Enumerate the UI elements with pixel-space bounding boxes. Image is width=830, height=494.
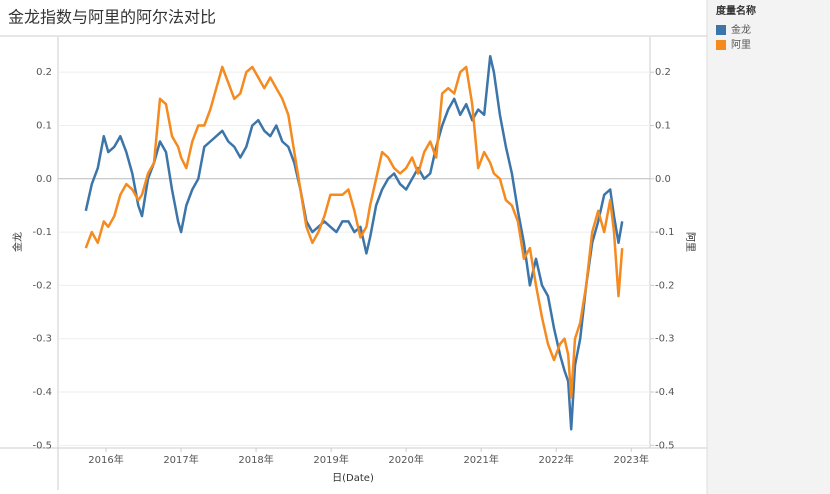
x-tick-label: 2019年 <box>313 453 348 466</box>
x-tick-label: 2022年 <box>538 453 573 466</box>
x-tick-label: 2017年 <box>163 453 198 466</box>
y-tick-label: -0.2 <box>32 280 52 291</box>
legend-swatch <box>716 25 726 35</box>
x-axis-title: 日(Date) <box>332 473 374 484</box>
x-tick-label: 2016年 <box>88 453 123 466</box>
y2-tick-label: -0.3 <box>655 334 675 345</box>
legend-label: 金龙 <box>731 23 751 36</box>
y-tick-label: -0.4 <box>32 387 52 398</box>
legend-swatch <box>716 40 726 50</box>
chart-title: 金龙指数与阿里的阿尔法对比 <box>8 8 216 27</box>
series-line <box>84 65 624 399</box>
y-tick-label: 0.1 <box>36 120 52 131</box>
y2-tick-label: -0.5 <box>655 440 675 451</box>
y-tick-label: -0.3 <box>32 334 52 345</box>
y2-tick-label: 0.0 <box>655 174 671 185</box>
y2-tick-label: 0.2 <box>655 67 671 78</box>
y2-tick-label: -0.2 <box>655 280 675 291</box>
x-tick-label: 2018年 <box>238 453 273 466</box>
y2-tick-label: -0.4 <box>655 387 675 398</box>
y-axis-title: 金龙 <box>11 232 24 252</box>
y-tick-label: 0.0 <box>36 174 52 185</box>
series-line <box>84 54 624 431</box>
y-tick-label: 0.2 <box>36 67 52 78</box>
y-tick-label: -0.1 <box>32 227 52 238</box>
y2-tick-label: -0.1 <box>655 227 675 238</box>
y-tick-label: -0.5 <box>32 440 52 451</box>
legend-panel <box>707 0 830 494</box>
legend-title: 度量名称 <box>716 4 756 17</box>
legend-label: 阿里 <box>731 39 751 51</box>
x-tick-label: 2023年 <box>614 453 649 466</box>
y2-tick-label: 0.1 <box>655 120 671 131</box>
y2-axis-title: 阿里 <box>684 232 696 252</box>
x-tick-label: 2021年 <box>463 453 498 466</box>
x-tick-label: 2020年 <box>388 453 423 466</box>
